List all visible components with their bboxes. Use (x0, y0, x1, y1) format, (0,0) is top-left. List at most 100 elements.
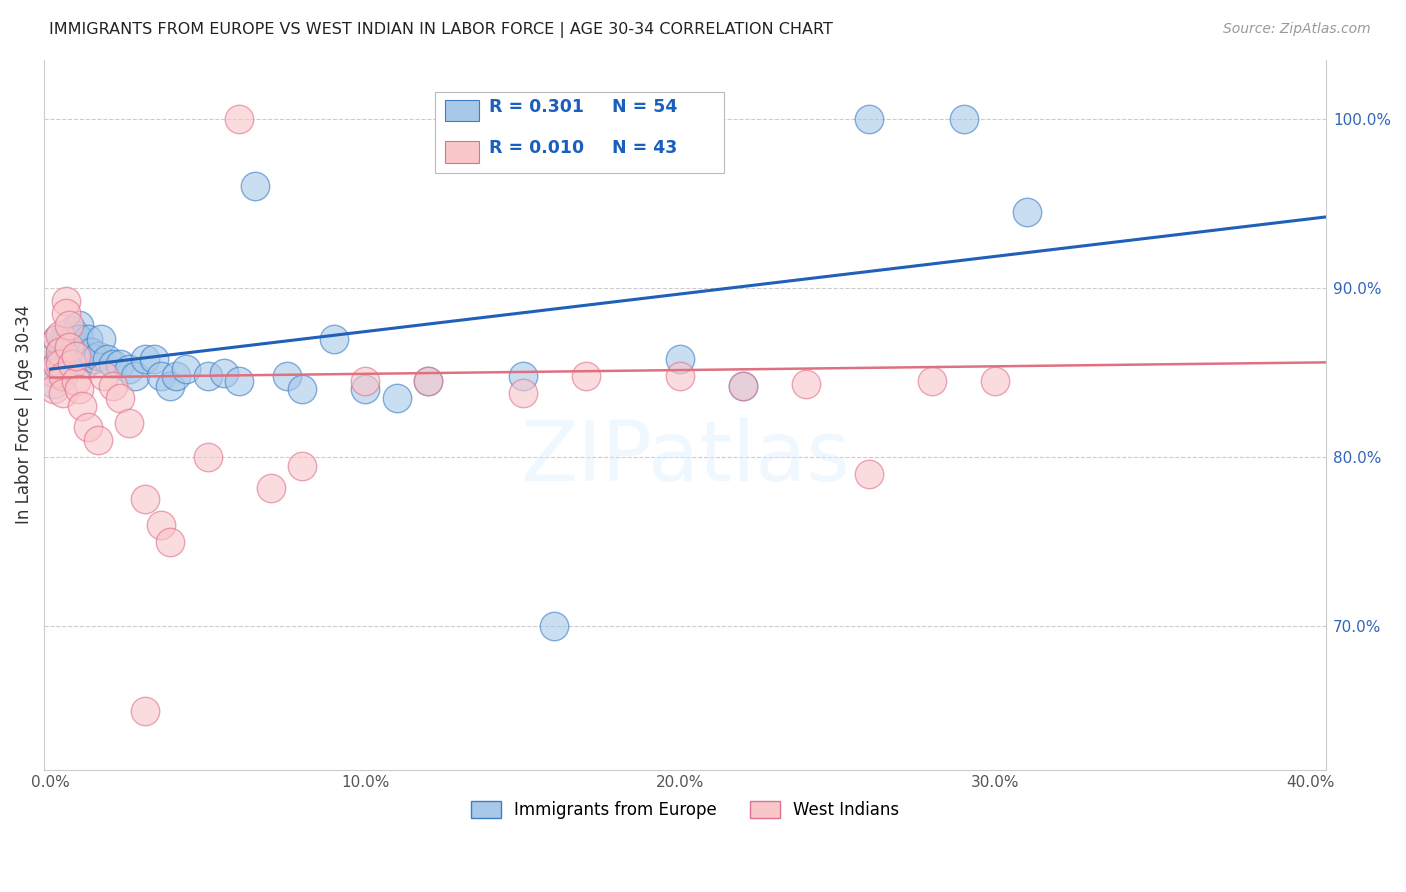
Point (96, 351, 118, 366)
Text: R = 0.301: R = 0.301 (489, 98, 583, 116)
Point (52, 368, 75, 383)
Point (449, 112, 471, 126)
Point (90, 332, 112, 346)
Point (55, 294, 77, 309)
Point (83, 351, 105, 366)
Point (260, 481, 283, 495)
Point (858, 467, 880, 481)
Point (921, 374, 943, 388)
Point (86, 349, 108, 363)
Text: R = 0.010: R = 0.010 (489, 139, 583, 157)
Point (418, 374, 440, 388)
Point (77, 332, 100, 346)
Text: ZIPatlas: ZIPatlas (520, 417, 851, 498)
Text: N = 43: N = 43 (612, 139, 678, 157)
Point (42, 383, 65, 397)
Point (134, 351, 156, 366)
Point (62, 357, 84, 371)
Point (65, 374, 87, 388)
Point (62, 334, 84, 349)
Point (49, 357, 72, 371)
Point (67, 332, 90, 346)
Point (197, 450, 219, 464)
Point (669, 368, 692, 383)
Point (55, 306, 77, 320)
Point (733, 379, 755, 393)
Point (49, 351, 72, 366)
Text: N = 54: N = 54 (612, 98, 678, 116)
Point (174, 362, 197, 376)
Point (228, 112, 250, 126)
Point (733, 379, 755, 393)
Point (65, 328, 87, 343)
Point (197, 368, 219, 383)
Point (322, 332, 344, 346)
Point (149, 517, 172, 532)
Point (52, 332, 75, 346)
FancyBboxPatch shape (446, 141, 478, 162)
Point (984, 374, 1007, 388)
FancyBboxPatch shape (434, 92, 724, 173)
Point (45, 332, 67, 346)
Point (58, 345, 80, 359)
Point (796, 377, 818, 392)
Point (165, 368, 187, 383)
Point (291, 383, 314, 397)
Point (118, 417, 141, 431)
Point (118, 362, 141, 376)
Point (58, 318, 80, 333)
Text: IMMIGRANTS FROM EUROPE VS WEST INDIAN IN LABOR FORCE | AGE 30-34 CORRELATION CHA: IMMIGRANTS FROM EUROPE VS WEST INDIAN IN… (49, 22, 834, 38)
Point (354, 383, 377, 397)
Point (512, 385, 534, 400)
Point (575, 368, 598, 383)
Point (108, 391, 131, 405)
Point (103, 379, 125, 393)
FancyBboxPatch shape (446, 100, 478, 121)
Point (276, 368, 298, 383)
Point (1015, 204, 1038, 219)
Point (67, 318, 90, 333)
Point (52, 385, 75, 400)
Point (49, 345, 72, 359)
Point (77, 419, 100, 434)
Point (55, 349, 77, 363)
Point (669, 351, 692, 366)
Point (45, 332, 67, 346)
Point (124, 368, 146, 383)
Point (67, 383, 90, 397)
Point (52, 340, 75, 354)
Point (149, 368, 172, 383)
Point (65, 349, 87, 363)
Point (45, 357, 67, 371)
Point (49, 345, 72, 359)
Point (543, 619, 565, 633)
Point (65, 340, 87, 354)
Point (55, 332, 77, 346)
Point (93, 368, 115, 383)
Point (42, 377, 65, 392)
Point (45, 357, 67, 371)
Point (49, 328, 72, 343)
Point (80, 345, 103, 359)
Point (512, 368, 534, 383)
Point (103, 357, 125, 371)
Point (291, 458, 314, 473)
Point (70, 400, 93, 414)
Point (159, 534, 181, 549)
Point (143, 351, 166, 366)
Point (418, 374, 440, 388)
Point (385, 391, 408, 405)
Point (52, 357, 75, 371)
Point (73, 357, 96, 371)
Point (58, 334, 80, 349)
Point (212, 366, 235, 380)
Point (159, 379, 181, 393)
Point (243, 179, 266, 194)
Point (134, 704, 156, 718)
Y-axis label: In Labor Force | Age 30-34: In Labor Force | Age 30-34 (15, 305, 32, 524)
Point (134, 492, 156, 507)
Text: Source: ZipAtlas.com: Source: ZipAtlas.com (1223, 22, 1371, 37)
Legend: Immigrants from Europe, West Indians: Immigrants from Europe, West Indians (464, 794, 907, 826)
Point (42, 366, 65, 380)
Point (49, 366, 72, 380)
